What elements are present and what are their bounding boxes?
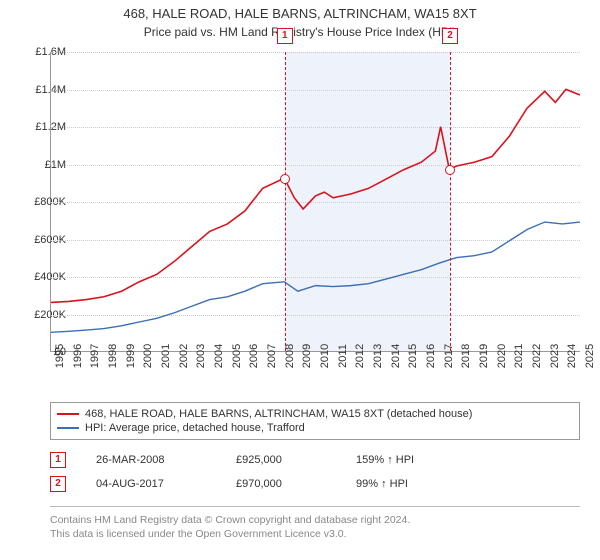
sale-row: 2 04-AUG-2017 £970,000 99% ↑ HPI [50, 472, 580, 496]
title-main: 468, HALE ROAD, HALE BARNS, ALTRINCHAM, … [0, 6, 600, 21]
sale-marker-line [450, 52, 451, 351]
sale-price: £970,000 [236, 478, 326, 490]
legend-label-property: 468, HALE ROAD, HALE BARNS, ALTRINCHAM, … [85, 408, 472, 420]
legend-row-hpi: HPI: Average price, detached house, Traf… [57, 421, 573, 435]
sale-row: 1 26-MAR-2008 £925,000 159% ↑ HPI [50, 448, 580, 472]
title-sub: Price paid vs. HM Land Registry's House … [0, 25, 600, 39]
sale-price: £925,000 [236, 454, 326, 466]
sale-vs-hpi: 159% ↑ HPI [356, 454, 414, 466]
chart-lines-svg [51, 52, 580, 351]
legend-swatch-property [57, 413, 79, 415]
series-line-hpi [51, 222, 580, 332]
sale-marker-line [285, 52, 286, 351]
sale-marker-icon: 1 [50, 452, 66, 468]
chart-container: 468, HALE ROAD, HALE BARNS, ALTRINCHAM, … [0, 0, 600, 560]
sale-marker-box: 1 [277, 28, 293, 44]
sale-date: 04-AUG-2017 [96, 478, 206, 490]
series-line-property [51, 89, 580, 302]
attribution-line: This data is licensed under the Open Gov… [50, 527, 580, 541]
sales-table: 1 26-MAR-2008 £925,000 159% ↑ HPI 2 04-A… [50, 448, 580, 496]
sale-marker-icon: 2 [50, 476, 66, 492]
sale-point-icon [445, 165, 455, 175]
legend-row-property: 468, HALE ROAD, HALE BARNS, ALTRINCHAM, … [57, 407, 573, 421]
sale-vs-hpi: 99% ↑ HPI [356, 478, 408, 490]
legend-label-hpi: HPI: Average price, detached house, Traf… [85, 422, 305, 434]
title-block: 468, HALE ROAD, HALE BARNS, ALTRINCHAM, … [0, 0, 600, 39]
attribution: Contains HM Land Registry data © Crown c… [50, 506, 580, 541]
legend-swatch-hpi [57, 427, 79, 429]
chart-plot-area: 12 [50, 52, 580, 352]
sale-date: 26-MAR-2008 [96, 454, 206, 466]
sale-point-icon [280, 174, 290, 184]
sale-marker-box: 2 [442, 28, 458, 44]
x-axis-label: 2025 [584, 344, 596, 368]
legend: 468, HALE ROAD, HALE BARNS, ALTRINCHAM, … [50, 402, 580, 440]
attribution-line: Contains HM Land Registry data © Crown c… [50, 513, 580, 527]
